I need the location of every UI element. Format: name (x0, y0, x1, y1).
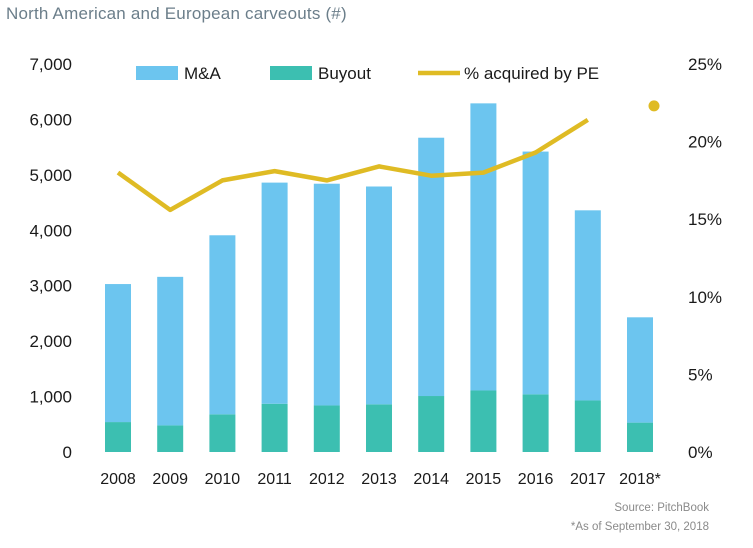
buyout-bar (522, 394, 549, 452)
x-tick-label: 2008 (100, 471, 136, 488)
y-tick-label: 7,000 (29, 55, 72, 74)
x-tick-label: 2013 (361, 471, 397, 488)
ma-bar (209, 235, 236, 415)
chart-title: North American and European carveouts (#… (6, 4, 347, 23)
y2-tick-label: 10% (688, 288, 722, 307)
ma-bar (261, 182, 288, 404)
legend-swatch-buyout (270, 66, 312, 80)
ma-bar (574, 210, 601, 401)
x-tick-label: 2009 (152, 471, 188, 488)
x-tick-label: 2011 (257, 471, 292, 488)
ma-bar (105, 284, 131, 423)
legend-label-buyout: Buyout (318, 64, 371, 83)
buyout-bar (105, 422, 131, 452)
ma-bar (313, 183, 340, 406)
ma-bar (470, 103, 497, 391)
legend-swatch-ma (136, 66, 178, 80)
ma-bar (522, 151, 549, 395)
buyout-bar (261, 403, 288, 452)
buyout-bar (366, 404, 392, 452)
ma-bar (627, 317, 653, 423)
ma-bar (157, 276, 184, 426)
y-tick-label: 0 (63, 443, 72, 462)
buyout-bar (313, 405, 340, 452)
date-footnote: *As of September 30, 2018 (570, 521, 709, 533)
source-note: Source: PitchBook (614, 502, 709, 514)
x-tick-label: 2010 (205, 471, 241, 488)
y2-tick-label: 5% (688, 365, 713, 384)
y2-tick-label: 25% (688, 55, 722, 74)
y-tick-label: 4,000 (29, 221, 72, 240)
y-tick-label: 1,000 (29, 388, 72, 407)
x-tick-label: 2012 (309, 471, 345, 488)
buyout-bar (574, 400, 601, 452)
y-tick-label: 5,000 (29, 166, 72, 185)
x-tick-label: 2015 (466, 471, 502, 488)
x-tick-label: 2016 (518, 471, 554, 488)
legend-label-ma: M&A (184, 64, 222, 83)
buyout-bar (157, 425, 184, 452)
y-tick-label: 3,000 (29, 277, 72, 296)
y-tick-label: 2,000 (29, 332, 72, 351)
buyout-bar (209, 414, 236, 452)
ma-bar (418, 137, 445, 397)
buyout-bar (627, 422, 653, 452)
x-tick-label: 2014 (413, 471, 449, 488)
buyout-bar (418, 396, 445, 452)
pe-share-line (116, 117, 589, 213)
x-tick-label: 2018* (619, 471, 661, 488)
y2-tick-label: 15% (688, 210, 722, 229)
y-tick-label: 6,000 (29, 110, 72, 129)
pe-share-point-2018 (648, 100, 660, 112)
ma-bar (366, 186, 392, 405)
x-tick-label: 2017 (570, 471, 606, 488)
y2-tick-label: 0% (688, 443, 713, 462)
buyout-bar (470, 390, 497, 452)
y2-tick-label: 20% (688, 133, 722, 152)
legend-label-line: % acquired by PE (464, 64, 599, 83)
